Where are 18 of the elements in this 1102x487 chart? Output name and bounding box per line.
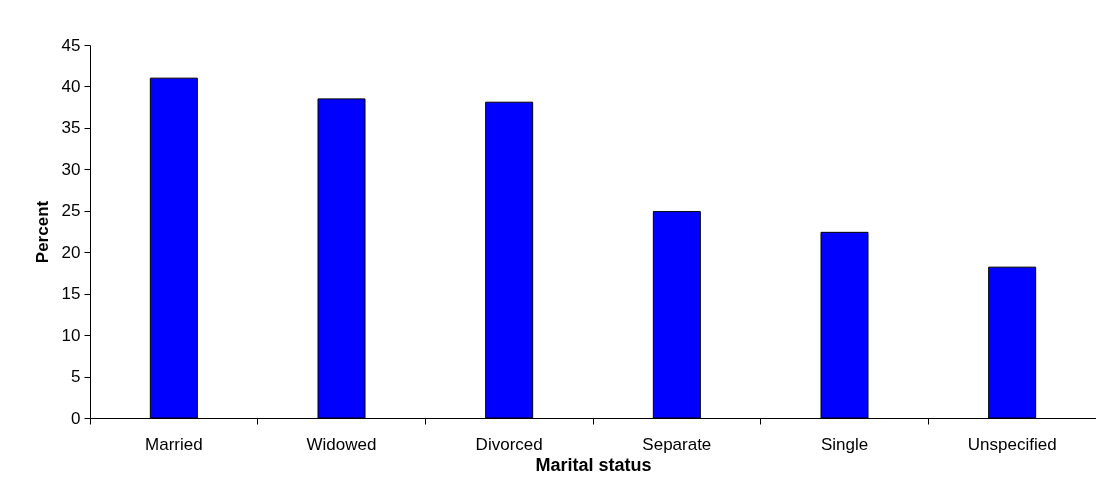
x-tick-label: Married — [145, 434, 203, 454]
y-tick-label: 15 — [61, 284, 81, 304]
x-tick-label: Widowed — [306, 434, 377, 454]
y-tick-label: 45 — [61, 35, 81, 55]
x-tick-label: Single — [820, 434, 869, 454]
y-axis-title: Percent — [32, 200, 52, 264]
x-tick-label: Divorced — [475, 434, 543, 454]
x-tick-label: Unspecified — [967, 434, 1057, 454]
y-tick-label: 30 — [61, 159, 81, 179]
y-tick-label: 35 — [61, 118, 81, 138]
y-tick-label: 0 — [71, 408, 81, 428]
y-tick-label: 25 — [61, 201, 81, 221]
y-tick-label: 10 — [61, 325, 81, 345]
y-tick-label: 20 — [61, 242, 81, 262]
y-tick-label: 40 — [61, 76, 81, 96]
y-tick-label: 5 — [71, 367, 81, 387]
x-tick-label: Separate — [642, 434, 712, 454]
x-axis-title: Marital status — [535, 454, 652, 475]
